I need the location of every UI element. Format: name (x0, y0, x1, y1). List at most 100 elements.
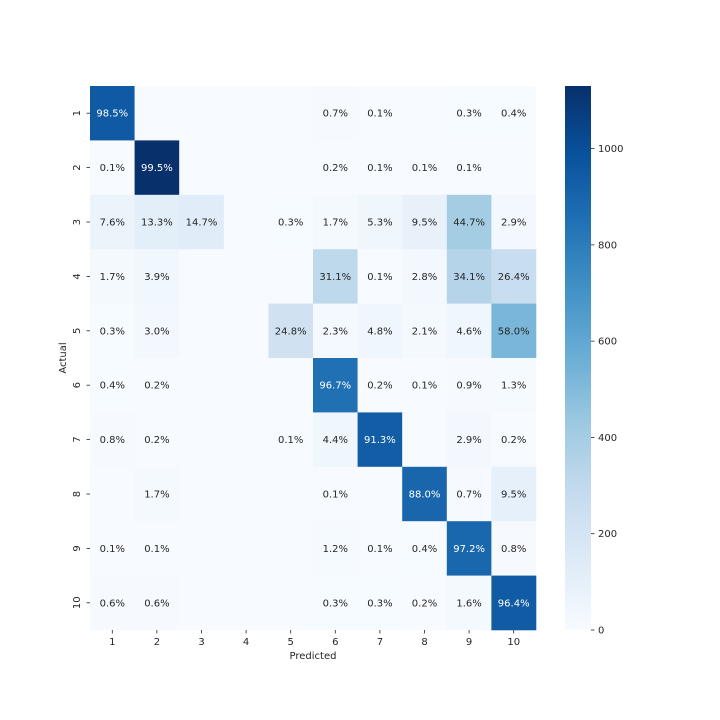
heatmap-cell (90, 466, 135, 522)
heatmap-cell (402, 575, 448, 631)
heatmap-cell (179, 249, 225, 304)
heatmap-cell (268, 575, 314, 631)
y-tick-label: 2 (72, 164, 83, 170)
heatmap-cell (134, 303, 180, 359)
heatmap-cell (179, 521, 225, 576)
heatmap-cell (313, 575, 358, 631)
heatmap-cell (402, 303, 448, 359)
cell-label: 2.8% (412, 272, 437, 283)
colorbar-tick-label: 200 (598, 529, 617, 540)
y-tick-label: 4 (72, 273, 83, 279)
heatmap-cell (223, 303, 269, 359)
heatmap-cell (357, 575, 403, 631)
heatmap-cell (90, 86, 135, 141)
heatmap-cell (268, 521, 314, 576)
cell-label: 2.3% (323, 326, 348, 337)
cell-label: 9.5% (501, 490, 526, 501)
heatmap-cell (402, 194, 448, 250)
heatmap-cell (313, 86, 358, 141)
heatmap-cell (268, 358, 314, 413)
heatmap-cell (446, 412, 492, 468)
heatmap-cell (357, 140, 403, 196)
y-tick-label: 10 (72, 596, 83, 609)
heatmap-cell (313, 466, 358, 522)
cell-label: 1.7% (144, 490, 169, 501)
heatmap-cell (134, 86, 180, 141)
heatmap-cell (491, 194, 537, 250)
heatmap-cell (268, 140, 314, 196)
heatmap-cell (90, 140, 135, 196)
y-tick-labels: 1 2 3 4 5 6 7 8 9 10 (72, 110, 90, 609)
heatmap-cell (90, 358, 135, 413)
cell-label: 1.6% (456, 598, 481, 609)
heatmap-cell (223, 358, 269, 413)
cell-label: 5.3% (367, 218, 392, 229)
cell-label: 0.2% (323, 163, 348, 174)
cell-label: 0.9% (456, 381, 481, 392)
heatmap-cell (268, 412, 314, 468)
cell-label: 2.9% (501, 218, 526, 229)
heatmap-cell (446, 249, 492, 304)
heatmap-cell (357, 412, 403, 468)
colorbar-ticks: 0 200 400 600 800 1000 (591, 144, 623, 637)
colorbar-tick-label: 1000 (598, 144, 623, 155)
heatmap-cell (223, 521, 269, 576)
x-tick-label: 6 (332, 637, 338, 648)
heatmap-cell (313, 521, 358, 576)
cell-label: 4.8% (367, 326, 392, 337)
heatmap-cell (446, 140, 492, 196)
heatmap-cell (313, 140, 358, 196)
heatmap-cell (134, 194, 180, 250)
heatmap-cell (491, 358, 537, 413)
heatmap-cell (90, 194, 135, 250)
heatmap-cell (313, 358, 358, 413)
cell-label: 14.7% (186, 218, 218, 229)
heatmap-cell (446, 303, 492, 359)
cell-label: 1.3% (501, 381, 526, 392)
x-tick-label: 7 (377, 637, 383, 648)
heatmap-cell (134, 521, 180, 576)
heatmap-cell (402, 86, 448, 141)
heatmap-cell (223, 412, 269, 468)
cell-label: 1.7% (100, 272, 125, 283)
heatmap-cell (223, 140, 269, 196)
colorbar-tick-label: 800 (598, 240, 617, 251)
cell-label: 3.0% (144, 326, 169, 337)
cell-label: 0.1% (456, 163, 481, 174)
heatmap-cell (134, 412, 180, 468)
cell-label: 97.2% (453, 544, 485, 555)
heatmap-cell (223, 249, 269, 304)
heatmap-cell (491, 521, 537, 576)
heatmap-cells: 98.5% 0.7% 0.1% 0.3% 0.4% 0.1% 99.5% 0.2% 0.1% 0.… (90, 86, 537, 631)
cell-label: 99.5% (141, 163, 173, 174)
heatmap-cell (491, 140, 537, 196)
x-tick-label: 3 (198, 637, 204, 648)
cell-label: 0.1% (278, 435, 303, 446)
cell-label: 0.3% (456, 109, 481, 120)
heatmap-cell (446, 86, 492, 141)
cell-label: 2.1% (412, 326, 437, 337)
cell-label: 0.8% (100, 435, 125, 446)
cell-label: 0.3% (278, 218, 303, 229)
cell-label: 0.2% (144, 435, 169, 446)
y-tick-label: 1 (72, 110, 83, 116)
cell-label: 0.2% (412, 598, 437, 609)
heatmap-cell (491, 249, 537, 304)
cell-label: 58.0% (498, 326, 530, 337)
cell-label: 0.4% (501, 109, 526, 120)
heatmap-cell (491, 86, 537, 141)
cell-label: 7.6% (100, 218, 125, 229)
x-tick-label: 2 (154, 637, 160, 648)
heatmap-cell (402, 521, 448, 576)
heatmap-cell (313, 303, 358, 359)
cell-label: 91.3% (364, 435, 396, 446)
colorbar-tick-label: 0 (598, 626, 604, 637)
heatmap-cell (179, 194, 225, 250)
cell-label: 9.5% (412, 218, 437, 229)
heatmap-cell (357, 249, 403, 304)
y-tick-label: 5 (72, 328, 83, 334)
heatmap-cell (268, 86, 314, 141)
cell-label: 0.1% (144, 544, 169, 555)
cell-label: 4.6% (456, 326, 481, 337)
